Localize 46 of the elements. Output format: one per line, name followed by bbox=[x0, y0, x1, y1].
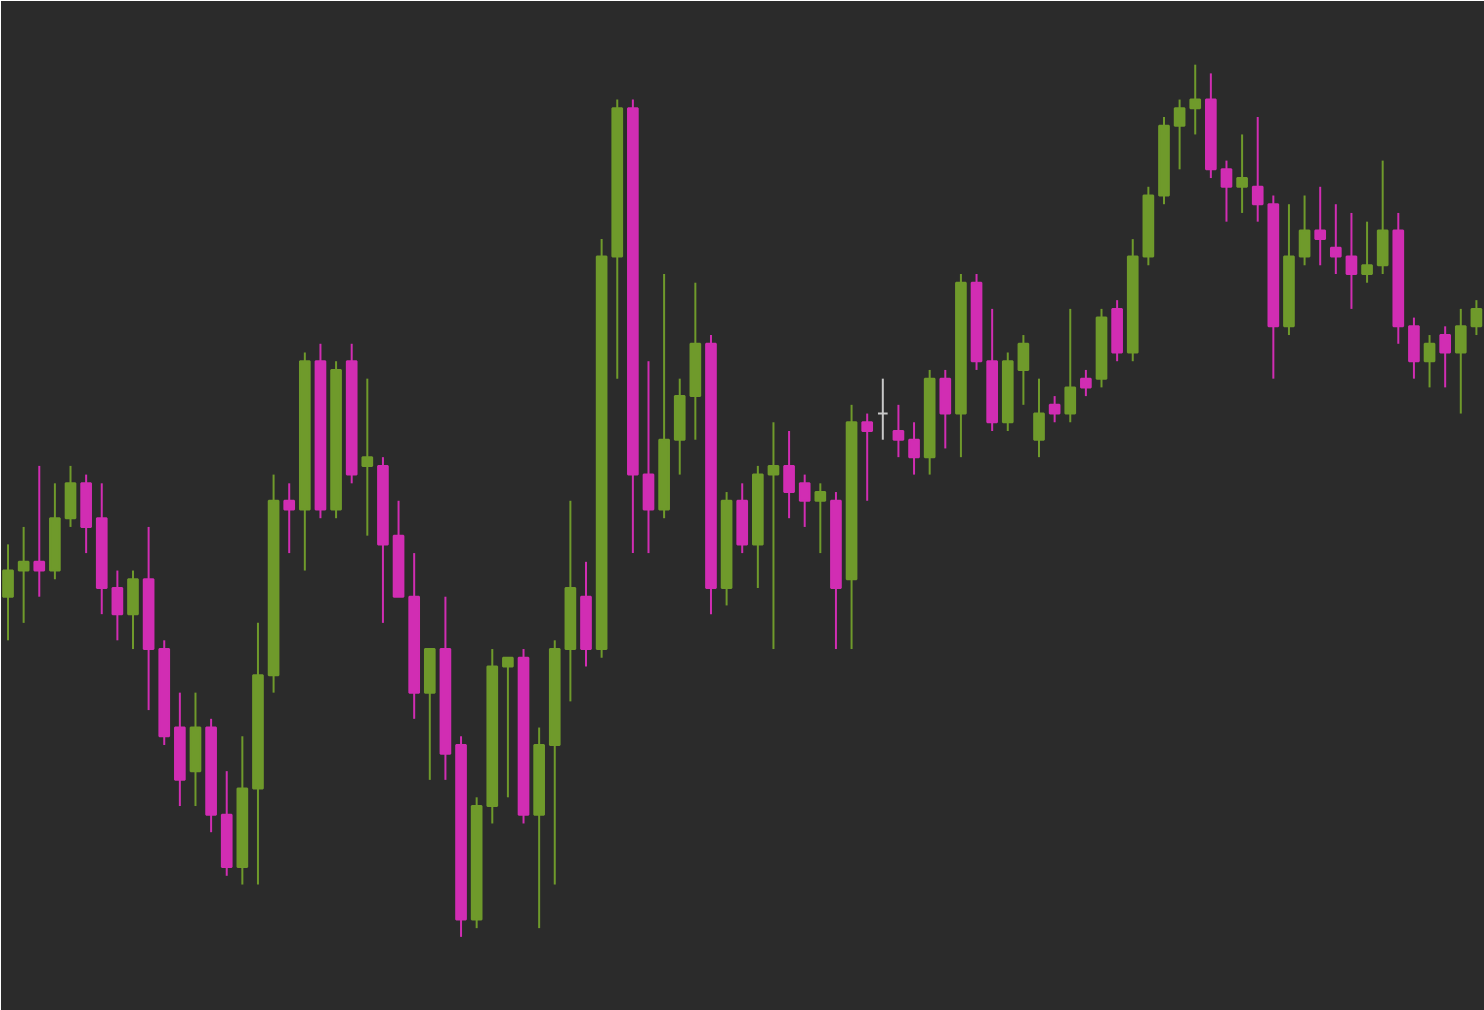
candlestick bbox=[1298, 194, 1311, 267]
candlestick bbox=[1361, 220, 1373, 284]
candlestick bbox=[1220, 159, 1233, 223]
candlestick bbox=[361, 377, 374, 537]
candlestick bbox=[908, 421, 920, 476]
candlestick bbox=[1080, 368, 1092, 398]
candlestick bbox=[1345, 211, 1358, 310]
candlestick bbox=[783, 429, 795, 520]
candlestick bbox=[1048, 395, 1061, 424]
candlestick bbox=[283, 482, 296, 555]
candlestick bbox=[1064, 307, 1077, 424]
candlestick bbox=[17, 525, 30, 624]
candlestick bbox=[861, 412, 874, 502]
candlestick bbox=[64, 464, 77, 528]
candlestick bbox=[1236, 133, 1248, 214]
candlestick bbox=[1329, 203, 1342, 275]
candlestick bbox=[1189, 63, 1202, 136]
candlestick bbox=[1454, 307, 1467, 415]
candlestick bbox=[1111, 299, 1123, 363]
candlestick bbox=[673, 377, 686, 476]
candlestick bbox=[1314, 185, 1327, 267]
candlestick bbox=[939, 368, 952, 450]
candlestick bbox=[1423, 334, 1436, 389]
candlestick bbox=[1408, 316, 1420, 380]
candlestick bbox=[1173, 98, 1186, 171]
candlestick bbox=[1033, 377, 1045, 459]
candlestick bbox=[767, 421, 780, 651]
candlestick bbox=[876, 377, 889, 441]
candlestick bbox=[111, 569, 124, 642]
candlestick bbox=[1439, 325, 1452, 389]
candlestick bbox=[1376, 159, 1389, 275]
candlestick bbox=[814, 482, 827, 555]
candlestick bbox=[1017, 334, 1030, 406]
candlestick bbox=[892, 403, 905, 459]
candlestick bbox=[423, 648, 436, 781]
candlestick bbox=[33, 464, 46, 598]
candlestick bbox=[189, 691, 202, 808]
candlestick bbox=[2, 543, 14, 642]
candlestick bbox=[80, 473, 92, 555]
candlestick bbox=[736, 482, 749, 555]
candlestick bbox=[502, 656, 514, 799]
candlestick bbox=[798, 473, 811, 528]
candlestick bbox=[1251, 116, 1264, 223]
candlestick bbox=[642, 360, 655, 555]
candlestick bbox=[127, 569, 139, 651]
candlestick bbox=[1470, 299, 1483, 337]
